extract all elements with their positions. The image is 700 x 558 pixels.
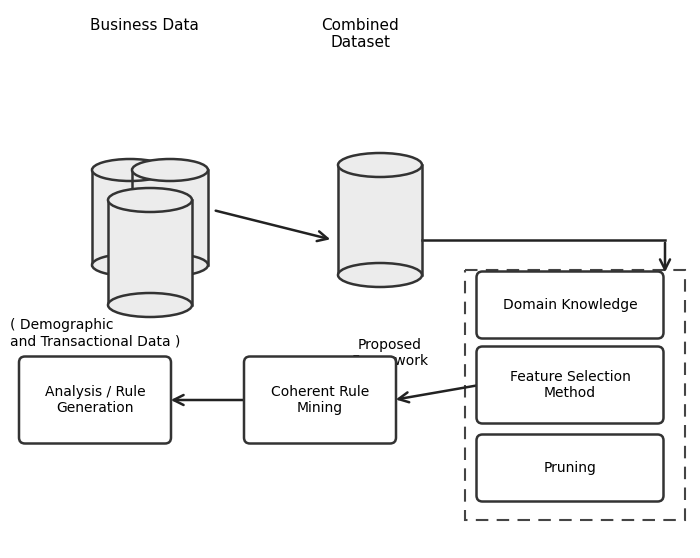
Polygon shape — [132, 170, 208, 265]
Text: Business Data: Business Data — [90, 18, 199, 33]
FancyBboxPatch shape — [477, 347, 664, 424]
FancyBboxPatch shape — [477, 272, 664, 339]
Text: Pruning: Pruning — [544, 461, 596, 475]
Text: Domain Knowledge: Domain Knowledge — [503, 298, 637, 312]
Ellipse shape — [92, 254, 168, 276]
Ellipse shape — [132, 159, 208, 181]
Ellipse shape — [108, 293, 192, 317]
Text: ( Demographic
and Transactional Data ): ( Demographic and Transactional Data ) — [10, 318, 181, 348]
Ellipse shape — [338, 153, 422, 177]
Polygon shape — [338, 165, 422, 275]
Polygon shape — [92, 170, 168, 265]
Ellipse shape — [92, 159, 168, 181]
FancyBboxPatch shape — [19, 357, 171, 444]
Text: Coherent Rule
Mining: Coherent Rule Mining — [271, 385, 369, 415]
Text: Feature Selection
Method: Feature Selection Method — [510, 370, 631, 400]
Text: Proposed
Framework: Proposed Framework — [351, 338, 428, 368]
Bar — [465, 270, 685, 520]
Ellipse shape — [338, 263, 422, 287]
Ellipse shape — [108, 188, 192, 212]
FancyBboxPatch shape — [244, 357, 396, 444]
Ellipse shape — [132, 254, 208, 276]
FancyBboxPatch shape — [477, 435, 664, 502]
Text: Analysis / Rule
Generation: Analysis / Rule Generation — [45, 385, 146, 415]
Text: Combined
Dataset: Combined Dataset — [321, 18, 399, 50]
Polygon shape — [108, 200, 192, 305]
